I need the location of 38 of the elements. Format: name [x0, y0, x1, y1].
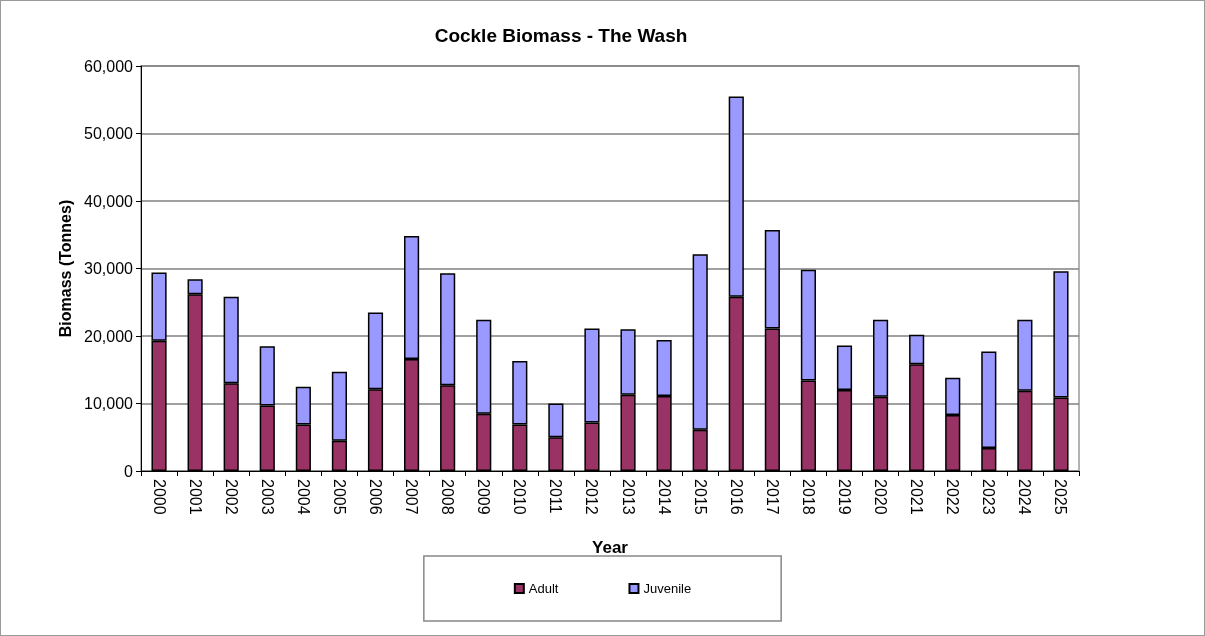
x-tick-label: 2000 [150, 479, 168, 515]
x-tick-label: 2018 [799, 479, 817, 515]
y-axis-title: Biomass (Tonnes) [56, 199, 74, 338]
x-tick-label: 2007 [403, 479, 421, 515]
y-tick-label: 30,000 [84, 260, 134, 277]
y-tick-label: 60,000 [84, 57, 134, 75]
x-tick-label: 2025 [1052, 479, 1070, 515]
y-tick-label: 10,000 [84, 395, 134, 412]
y-tick-label: 0 [124, 462, 134, 480]
legend-label: Juvenile [643, 581, 692, 596]
x-tick-label: 2002 [222, 479, 240, 515]
x-tick-label: 2022 [944, 479, 962, 515]
chart-title: Cockle Biomass - The Wash [434, 25, 688, 46]
x-tick-label: 2012 [583, 479, 601, 515]
x-tick-label: 2023 [980, 479, 998, 515]
x-tick-label: 2024 [1016, 479, 1034, 515]
x-tick-label: 2011 [547, 479, 565, 514]
x-tick-label: 2016 [727, 479, 745, 515]
x-tick-label: 2003 [258, 479, 276, 515]
x-tick-label: 2013 [619, 479, 637, 515]
x-tick-label: 2021 [908, 479, 926, 515]
x-tick-label: 2006 [367, 479, 384, 515]
x-tick-label: 2015 [691, 479, 709, 515]
legend-label: Adult [528, 581, 559, 596]
y-tick-label: 40,000 [84, 192, 134, 210]
x-tick-label: 2008 [439, 479, 457, 515]
x-axis-title: Year [592, 538, 629, 557]
x-tick-label: 2010 [511, 479, 529, 515]
x-tick-label: 2001 [186, 479, 204, 515]
x-tick-label: 2004 [294, 479, 312, 515]
x-tick-label: 2014 [655, 479, 673, 515]
x-tick-label: 2005 [330, 479, 348, 515]
x-tick-label: 2009 [475, 479, 493, 515]
x-tick-label: 2019 [836, 479, 853, 515]
x-tick-label: 2017 [763, 479, 781, 515]
y-tick-label: 20,000 [84, 327, 134, 345]
x-tick-label: 2020 [872, 479, 890, 515]
y-tick-label: 50,000 [84, 125, 134, 142]
